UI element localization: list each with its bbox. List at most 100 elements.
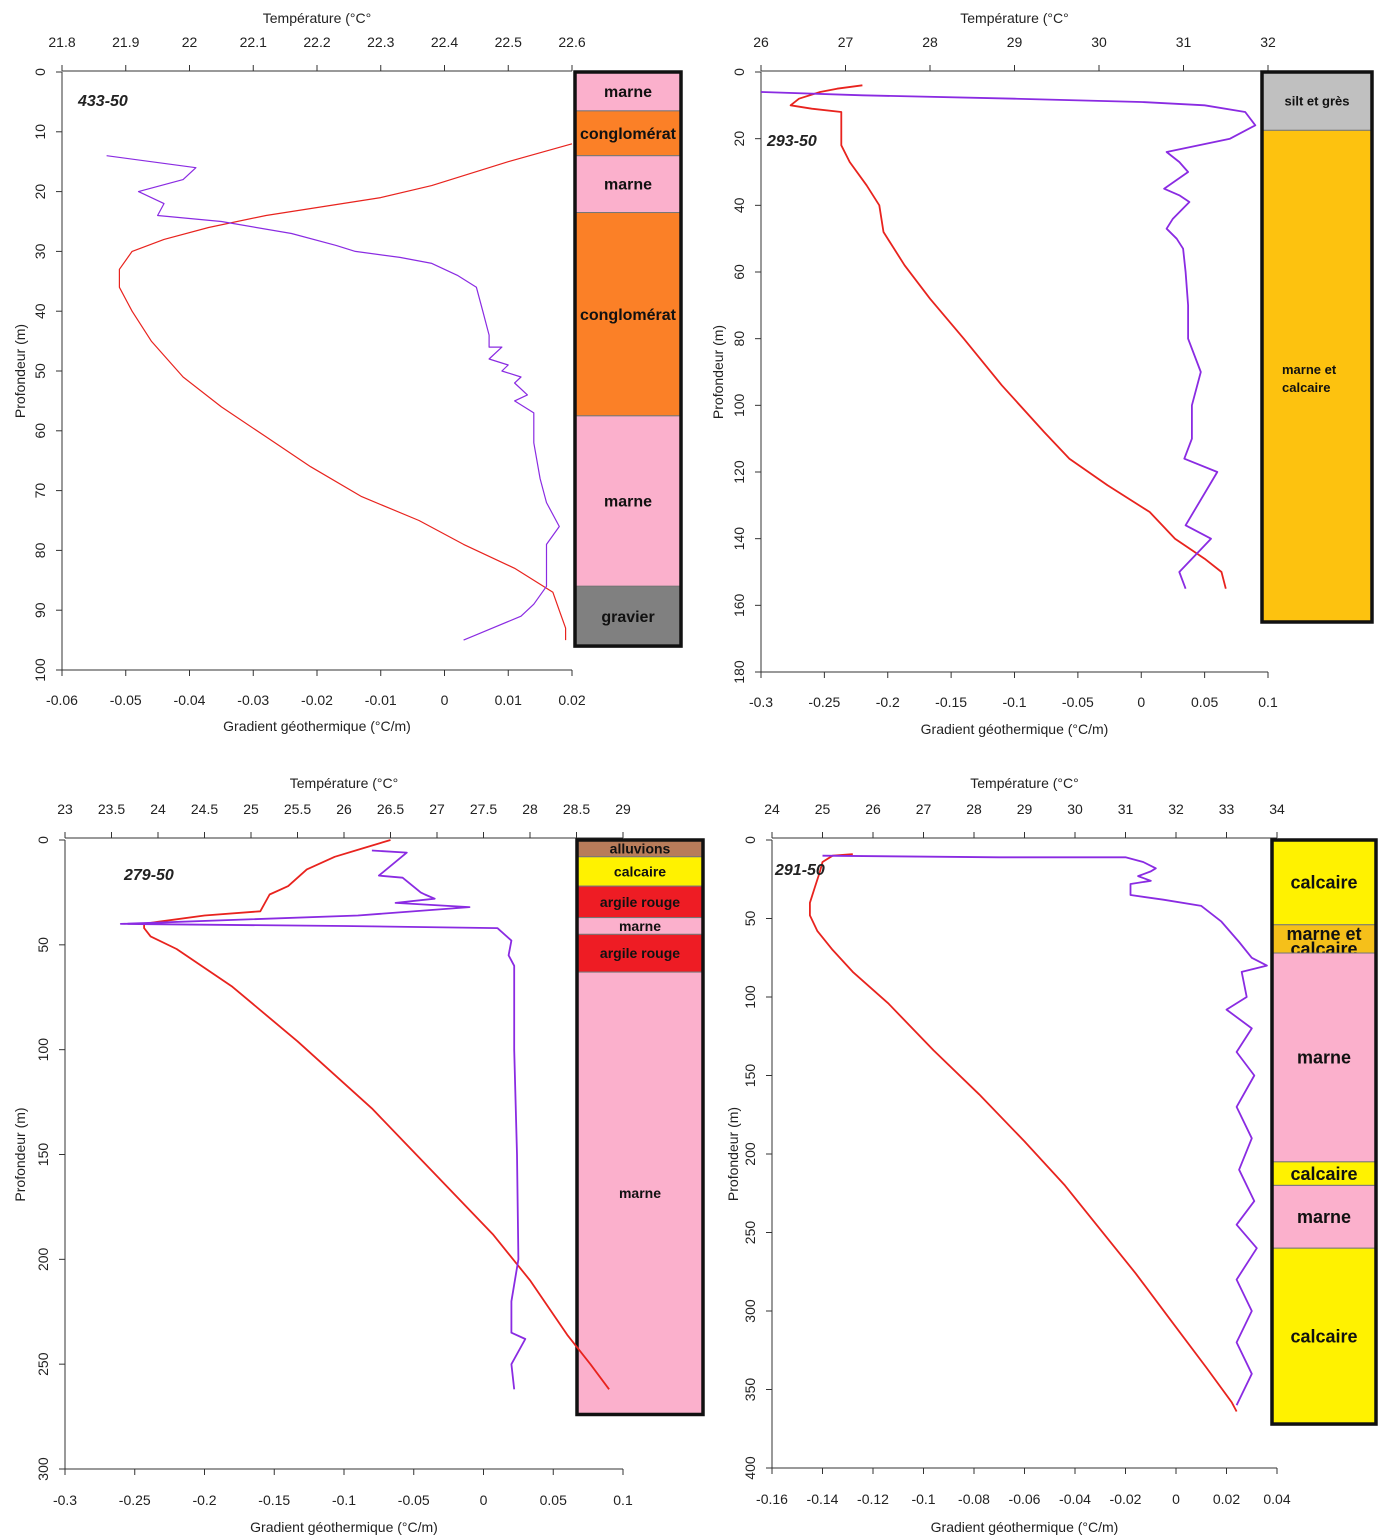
gradient-tick-label: -0.05 (398, 1492, 430, 1508)
gradient-tick-label: -0.14 (807, 1491, 839, 1507)
depth-axis-title: Profondeur (m) (12, 1107, 28, 1201)
temperature-tick-label: 22 (182, 34, 198, 50)
temperature-axis-title: Température (°C° (263, 10, 371, 26)
gradient-axis-title: Gradient géothermique (°C/m) (931, 1519, 1119, 1535)
lithology-layer (576, 971, 704, 1415)
depth-tick-label: 50 (742, 911, 758, 927)
lithology-label: calcaire (1290, 1164, 1357, 1184)
lithology-layer (574, 415, 682, 587)
depth-axis-title: Profondeur (m) (710, 325, 726, 419)
gradient-tick-label: -0.04 (174, 692, 206, 708)
lithology-label: marne (619, 1185, 661, 1201)
well-id-label: 279-50 (123, 867, 174, 884)
lithology-column: marne conglomérat marne conglomérat marne gra… (573, 70, 683, 648)
temperature-tick-label: 30 (1091, 34, 1107, 50)
depth-tick-label: 0 (742, 836, 758, 844)
depth-tick-label: 140 (731, 527, 747, 551)
depth-tick-label: 60 (731, 264, 747, 280)
temperature-series (118, 143, 573, 641)
gradient-tick-label: 0.05 (540, 1492, 567, 1508)
lithology-layer (574, 110, 682, 157)
gradient-tick-label: -0.05 (110, 692, 142, 708)
lithology-frame (1260, 70, 1374, 624)
gradient-tick-label: -0.02 (301, 692, 333, 708)
depth-tick-label: 100 (32, 658, 48, 682)
temperature-tick-label: 27 (916, 801, 932, 817)
temperature-tick-label: 31 (1176, 34, 1192, 50)
depth-tick-label: 40 (731, 197, 747, 213)
temperature-tick-label: 24.5 (191, 801, 218, 817)
depth-tick-label: 100 (731, 393, 747, 417)
depth-tick-label: 180 (731, 660, 747, 684)
gradient-tick-label: 0 (1137, 694, 1145, 710)
temperature-tick-label: 31 (1118, 801, 1134, 817)
temperature-tick-label: 25 (815, 801, 831, 817)
depth-tick-label: 90 (32, 602, 48, 618)
lithology-label: conglomérat (580, 307, 677, 324)
temperature-series (809, 853, 1238, 1412)
temperature-tick-label: 33 (1219, 801, 1235, 817)
panel-293-50: 0 20 40 60 80 100 120 140 160 180 26 27 28 29 30 31 32 Te… (710, 10, 1374, 737)
temperature-tick-label: 30 (1067, 801, 1083, 817)
depth-tick-label: 200 (742, 1142, 758, 1166)
depth-tick-label: 0 (35, 836, 51, 844)
temperature-tick-label: 22.4 (431, 34, 458, 50)
lithology-label: marne et (1286, 924, 1361, 944)
gradient-tick-label: -0.1 (332, 1492, 356, 1508)
depth-tick-label: 350 (742, 1378, 758, 1402)
gradient-tick-label: -0.06 (46, 692, 78, 708)
depth-tick-label: 10 (32, 124, 48, 140)
lithology-label: calcaire (1290, 873, 1357, 893)
lithology-layer (1271, 839, 1377, 926)
depth-tick-label: 300 (35, 1457, 51, 1481)
temperature-tick-label: 32 (1260, 34, 1276, 50)
depth-tick-label: 100 (742, 985, 758, 1009)
depth-tick-label: 300 (742, 1299, 758, 1323)
temperature-tick-label: 27.5 (470, 801, 497, 817)
temperature-axis-title: Température (°C° (290, 775, 398, 791)
lithology-layer (574, 585, 682, 647)
temperature-tick-label: 22.3 (367, 34, 394, 50)
gradient-tick-label: -0.25 (808, 694, 840, 710)
lithology-column: silt et grès marne et calcaire (1260, 70, 1374, 624)
temperature-tick-label: 21.8 (48, 34, 75, 50)
lithology-label: silt et grès (1284, 94, 1349, 109)
depth-tick-label: 50 (35, 937, 51, 953)
temperature-tick-label: 34 (1269, 801, 1285, 817)
gradient-tick-label: 0.1 (1258, 694, 1278, 710)
panel-433-50: 0 10 20 30 40 50 60 70 80 90 100 21.8 21.9 22 22.1 22.2… (12, 10, 683, 734)
gradient-tick-label: -0.3 (749, 694, 773, 710)
temperature-tick-label: 28 (922, 34, 938, 50)
lithology-frame (1270, 838, 1378, 1426)
temperature-tick-label: 24 (150, 801, 166, 817)
lithology-layer (574, 71, 682, 112)
lithology-column: alluvions calcaire argile rouge marne argile… (575, 838, 705, 1417)
gradient-tick-label: -0.03 (237, 692, 269, 708)
lithology-layer (1261, 129, 1373, 623)
lithology-label: conglomérat (580, 126, 677, 143)
lithology-label: marne (604, 177, 652, 194)
gradient-tick-label: -0.25 (119, 1492, 151, 1508)
lithology-label: alluvions (610, 840, 671, 856)
gradient-tick-label: -0.2 (876, 694, 900, 710)
lithology-label: marne (1297, 1207, 1351, 1227)
gradient-axis-title: Gradient géothermique (°C/m) (250, 1519, 438, 1535)
temperature-tick-label: 28.5 (563, 801, 590, 817)
gradient-tick-label: -0.1 (1002, 694, 1026, 710)
lithology-label: gravier (601, 609, 654, 626)
gradient-tick-label: 0.02 (558, 692, 585, 708)
temperature-series (789, 84, 1227, 589)
lithology-label: calcaire (614, 863, 666, 879)
depth-axis-title: Profondeur (m) (12, 324, 28, 418)
depth-tick-label: 40 (32, 303, 48, 319)
gradient-tick-label: -0.15 (258, 1492, 290, 1508)
depth-tick-label: 150 (742, 1064, 758, 1088)
gradient-tick-label: -0.2 (192, 1492, 216, 1508)
depth-axis-title: Profondeur (m) (725, 1107, 741, 1201)
temperature-tick-label: 29 (1017, 801, 1033, 817)
temperature-tick-label: 23 (57, 801, 73, 817)
temperature-tick-label: 29 (1007, 34, 1023, 50)
temperature-tick-label: 24 (764, 801, 780, 817)
temperature-tick-label: 26 (865, 801, 881, 817)
temperature-tick-label: 21.9 (112, 34, 139, 50)
